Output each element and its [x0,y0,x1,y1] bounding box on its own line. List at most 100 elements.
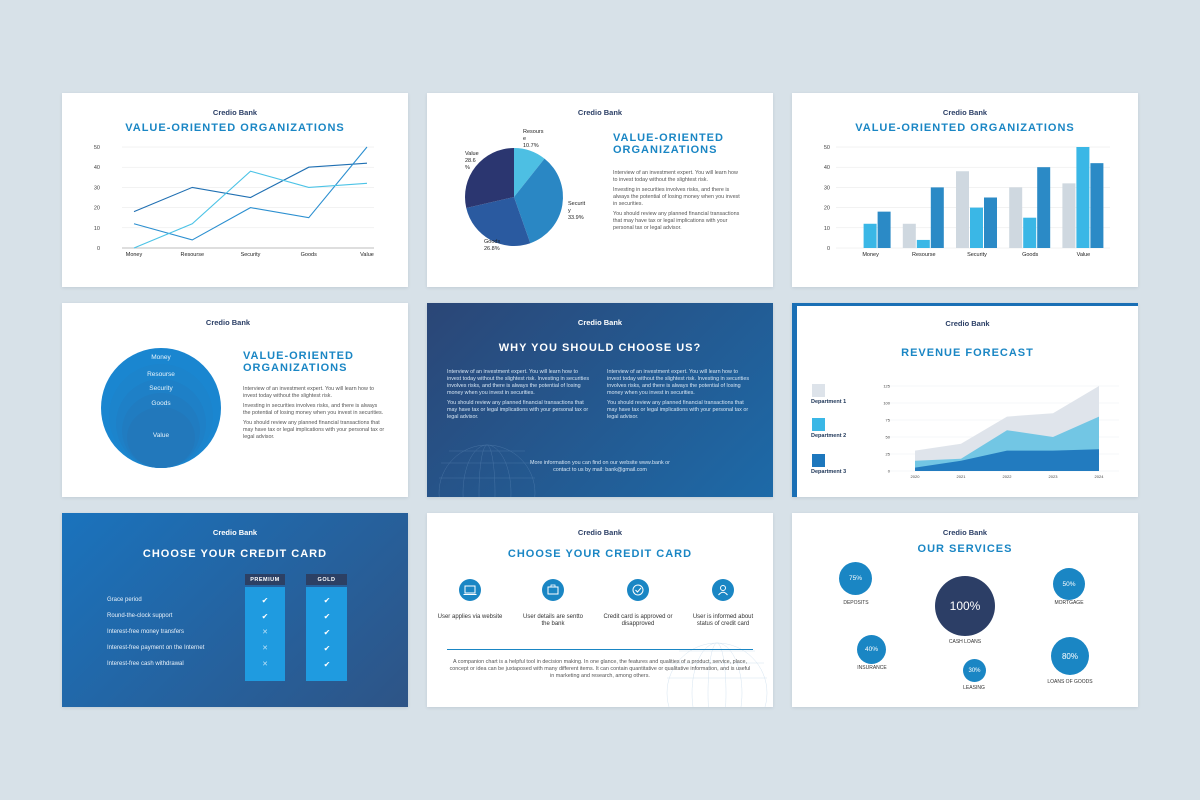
onion-diagram: Money Resourse Security Goods Value [101,348,221,468]
service-circle-mortgage: 50% [1053,568,1085,600]
service-label: INSURANCE [857,665,887,671]
check-icon: ✔ [261,596,269,605]
user-icon [712,579,734,601]
globe-watermark [438,444,536,497]
service-circle-leasing: 30% [963,659,986,682]
onion-label: Security [149,385,173,392]
series-line [133,146,368,241]
bar [1009,187,1023,248]
cross-icon: ✕ [262,629,268,636]
y-tick-label: 30 [94,185,100,191]
y-tick-label: 0 [888,469,891,474]
feature-label: Round-the-clock support [107,613,173,619]
y-tick-label: 20 [824,206,830,212]
body-paragraph: You should review any planned financial … [447,400,589,420]
divider [447,649,753,650]
slice-label: 33.9% [568,215,584,221]
brand-name: Credio Bank [212,108,258,117]
y-tick-label: 100 [883,401,890,406]
slice-label: 28.6 [465,158,476,164]
brand-name: Credio Bank [212,528,258,537]
body-paragraph: Investing in securities involves risks, … [243,403,384,416]
body-paragraph: Interview of an investment expert. You w… [447,369,590,396]
service-label: DEPOSITS [843,600,869,606]
body-paragraph: You should review any planned financial … [613,211,740,231]
slide-onion-diagram[interactable]: Credio Bank Money Resourse Security Good… [62,303,408,497]
bar-chart: 0 10 20 30 40 50 Money Resourse Security Goods Val… [824,145,1110,258]
slice-label: e [523,136,526,142]
cross-icon: ✕ [262,645,268,652]
slide-bar-chart[interactable]: Credio Bank VALUE-ORIENTED ORGANIZATIONS… [792,93,1138,287]
slide-pie-chart[interactable]: Credio Bank Resours e 10.7% Securit y 33.9% Go… [427,93,773,287]
onion-label: Resourse [147,371,175,378]
slice-label: 26.8% [484,246,500,252]
y-tick-label: 0 [827,246,830,252]
series-line [133,170,368,249]
body-paragraph: Investing in securities involves risks, … [613,187,740,207]
y-tick-label: 30 [824,185,830,191]
bar [1062,183,1076,248]
slide-title: VALUE-ORIENTED ORGANIZATIONS [855,122,1075,134]
brand-name: Credio Bank [577,108,623,117]
slide-title-line2: ORGANIZATIONS [613,144,718,156]
service-circle-cash-loans: 100% [935,576,995,636]
slide-title: OUR SERVICES [917,543,1013,555]
body-text: Interview of an investment expert. You w… [613,170,743,235]
y-tick-label: 10 [824,226,830,232]
x-tick-label: Value [1077,252,1091,258]
laptop-icon [459,579,481,601]
x-tick-label: Resourse [180,252,204,258]
legend-label: Department 1 [811,399,847,405]
feature-label: Interest-free money transfers [107,629,185,635]
bar [1037,167,1051,248]
step-label: User is informed about status of credit … [692,614,754,627]
y-tick-label: 10 [94,226,100,232]
onion-ring [127,407,195,468]
check-circle-icon [627,579,649,601]
column-header-premium: PREMIUM [245,574,285,585]
check-icon: ✔ [323,596,331,605]
pie-slice [514,158,563,244]
briefcase-icon [542,579,564,601]
body-paragraph: Interview of an investment expert. You w… [607,369,750,396]
contact-footer: More information you can find on our web… [530,460,670,473]
body-paragraph: You should review any planned financial … [607,400,749,420]
step-label: User applies via website [437,614,503,620]
y-tick-label: 50 [824,145,830,151]
y-tick-label: 125 [883,384,890,389]
legend-swatch [812,454,825,467]
area-chart: 0 25 50 75 100 125 2020 2021 2022 2023 2024 [883,384,1119,479]
slide-credit-card-steps[interactable]: Credio Bank CHOOSE YOUR CREDIT CARD User… [427,513,773,707]
x-tick-label: Goods [301,252,317,258]
legend-label: Department 3 [811,469,847,475]
bar [930,187,944,248]
slice-label: y [568,208,571,214]
bar [916,239,930,248]
body-paragraph: Interview of an investment expert. You w… [243,386,374,399]
bar [970,207,983,248]
slide-title: CHOOSE YOUR CREDIT CARD [142,548,328,560]
slice-label: Goods [484,239,500,245]
service-label: LOANS OF GOODS [1047,679,1093,685]
slide-why-choose-us[interactable]: Credio Bank WHY YOU SHOULD CHOOSE US? In… [427,303,773,497]
slide-credit-card-compare[interactable]: Credio Bank CHOOSE YOUR CREDIT CARD PREM… [62,513,408,707]
bar [1023,217,1037,248]
x-tick-label: 2020 [911,474,921,479]
slide-title-line2: ORGANIZATIONS [243,362,348,374]
slide-title: CHOOSE YOUR CREDIT CARD [507,548,693,560]
body-text: A companion chart is a helpful tool in d… [449,659,751,679]
slide-line-chart[interactable]: Credio Bank VALUE-ORIENTED ORGANIZATIONS… [62,93,408,287]
slide-our-services[interactable]: Credio Bank OUR SERVICES 75% DEPOSITS 10… [792,513,1138,707]
brand-name: Credio Bank [577,528,623,537]
service-label: CASH LOANS [948,639,982,645]
slide-title: REVENUE FORECAST [901,347,1034,359]
check-icon: ✔ [323,660,331,669]
bar [1090,163,1104,248]
text-column-right: Interview of an investment expert. You w… [607,369,752,424]
service-circle-loans-of-goods: 80% [1051,637,1089,675]
slide-revenue-forecast[interactable]: Credio Bank REVENUE FORECAST Department … [792,303,1138,497]
slide-title-line1: VALUE-ORIENTED [243,350,354,362]
legend-swatch [812,384,825,397]
y-tick-label: 40 [94,165,100,171]
body-paragraph: You should review any planned financial … [243,420,385,440]
